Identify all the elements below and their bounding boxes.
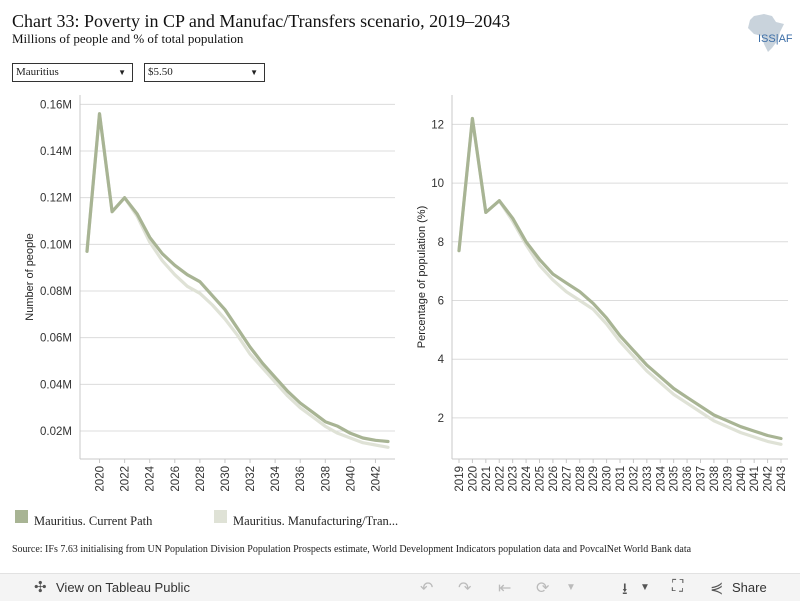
redo-icon[interactable]: ↷ [458, 580, 472, 597]
y-tick-label: 0.06M [40, 333, 72, 345]
x-tick-label: 2021 [481, 466, 493, 492]
dropdown-arrow-icon: ▼ [250, 68, 258, 77]
y-tick-label: 12 [431, 119, 444, 131]
x-tick-label: 2025 [535, 466, 547, 492]
x-tick-label: 2038 [320, 466, 332, 492]
poverty-line-dropdown[interactable]: $5.50 ▼ [144, 63, 265, 82]
x-tick-label: 2029 [588, 466, 600, 492]
country-dropdown-value: Mauritius [16, 66, 59, 78]
x-tick-label: 2038 [709, 466, 721, 492]
chart-title: Chart 33: Poverty in CP and Manufac/Tran… [12, 11, 511, 31]
x-tick-label: 2030 [220, 466, 232, 492]
legend-label-current-path: Mauritius. Current Path [34, 514, 153, 528]
x-tick-label: 2020 [95, 466, 107, 492]
fullscreen-icon[interactable]: ⛶ [672, 578, 684, 595]
x-tick-label: 2024 [521, 465, 533, 491]
x-tick-label: 2023 [508, 466, 520, 492]
y-tick-label: 0.10M [40, 239, 72, 251]
y-axis-title: Number of people [24, 233, 36, 320]
series-line-current-path [85, 112, 390, 444]
y-tick-label: 0.16M [40, 99, 72, 111]
chart-subtitle: Millions of people and % of total popula… [12, 31, 244, 46]
x-tick-label: 2040 [736, 466, 748, 492]
x-tick-label: 2034 [655, 465, 667, 491]
x-tick-label: 2033 [642, 466, 654, 492]
x-tick-label: 2026 [548, 466, 560, 492]
x-tick-label: 2034 [270, 465, 282, 491]
y-tick-label: 0.02M [40, 426, 72, 438]
logo-text: ISS|AFI [758, 33, 792, 45]
legend-item-current-path[interactable]: Mauritius. Current Path [15, 510, 205, 528]
x-tick-label: 2030 [602, 466, 614, 492]
source-note: Source: IFs 7.63 initialising from UN Po… [12, 544, 692, 555]
series-line-manufacturing [85, 112, 390, 449]
x-tick-label: 2043 [776, 466, 788, 492]
legend-swatch-manufacturing [214, 510, 227, 523]
x-tick-label: 2035 [669, 466, 681, 492]
tableau-footer: ✣ View on Tableau Public ↶ ↷ ⇤ ⟳ ▼ ⭳ ▼ ⛶… [0, 573, 800, 601]
x-tick-label: 2022 [494, 466, 506, 492]
legend-swatch-current-path [15, 510, 28, 523]
download-dropdown-icon[interactable]: ▼ [640, 582, 650, 593]
share-icon[interactable]: ⋞ [710, 580, 724, 597]
share-button[interactable]: Share [732, 580, 767, 595]
x-tick-label: 2037 [696, 466, 708, 492]
refresh-icon[interactable]: ⟳ [536, 580, 550, 597]
x-tick-label: 2036 [295, 466, 307, 492]
x-tick-label: 2020 [467, 466, 479, 492]
x-tick-label: 2039 [722, 466, 734, 492]
y-tick-label: 8 [438, 237, 444, 249]
x-tick-label: 2026 [170, 466, 182, 492]
tableau-logo-icon: ✣ [34, 579, 47, 596]
y-tick-label: 4 [438, 354, 445, 366]
x-tick-label: 2027 [561, 466, 573, 492]
x-tick-label: 2022 [120, 466, 132, 492]
y-tick-label: 0.04M [40, 379, 72, 391]
poverty-line-dropdown-value: $5.50 [148, 66, 173, 78]
x-tick-label: 2032 [245, 466, 257, 492]
x-tick-label: 2032 [628, 466, 640, 492]
y-tick-label: 0.08M [40, 286, 72, 298]
x-tick-label: 2028 [195, 466, 207, 492]
series-line-current-path [457, 116, 783, 441]
x-tick-label: 2041 [749, 466, 761, 492]
view-on-tableau-link[interactable]: View on Tableau Public [56, 580, 190, 595]
legend-label-manufacturing: Mauritius. Manufacturing/Tran... [233, 514, 399, 528]
y-tick-label: 0.14M [40, 146, 72, 158]
undo-icon[interactable]: ↶ [420, 580, 434, 597]
x-tick-label: 2042 [763, 466, 775, 492]
iss-africa-logo: ISS|AFI [740, 12, 796, 54]
series-line-manufacturing [457, 116, 783, 446]
charts-area: 0.02M 0.04M 0.06M 0.08M 0.10M 0.12M 0.14M 0.16M… [24, 95, 788, 492]
y-tick-label: 10 [431, 178, 444, 190]
dropdown-arrow-icon: ▼ [118, 68, 126, 77]
x-tick-label: 2040 [345, 466, 357, 492]
download-icon[interactable]: ⭳ [622, 581, 628, 598]
refresh-dropdown-icon[interactable]: ▼ [566, 582, 576, 593]
x-tick-label: 2036 [682, 466, 694, 492]
y-tick-label: 0.12M [40, 193, 72, 205]
y-tick-label: 6 [438, 295, 444, 307]
country-dropdown[interactable]: Mauritius ▼ [12, 63, 133, 82]
x-tick-label: 2028 [575, 466, 587, 492]
x-tick-label: 2031 [615, 466, 627, 492]
revert-icon[interactable]: ⇤ [498, 580, 512, 597]
y-tick-label: 2 [438, 413, 444, 425]
x-tick-label: 2042 [370, 466, 382, 492]
x-tick-label: 2019 [454, 466, 466, 492]
x-tick-label: 2024 [145, 465, 157, 491]
legend-item-manufacturing[interactable]: Mauritius. Manufacturing/Tran... [214, 510, 424, 528]
y-axis-title: Percentage of population (%) [416, 206, 428, 348]
